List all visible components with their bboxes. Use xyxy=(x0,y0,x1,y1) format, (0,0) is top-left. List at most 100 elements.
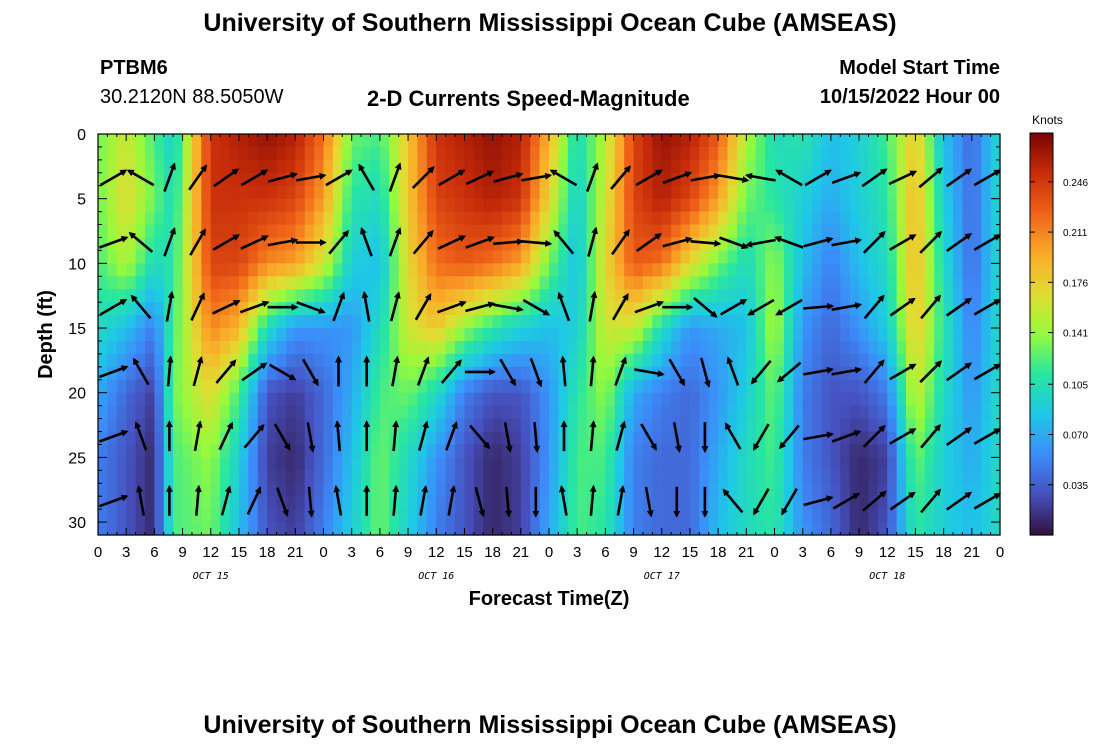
heatmap-cell xyxy=(323,224,334,239)
heatmap-cell xyxy=(323,340,334,355)
heatmap-cell xyxy=(511,496,522,510)
heatmap-cell xyxy=(126,250,137,264)
x-tick-label: 6 xyxy=(150,544,158,561)
heatmap-cell xyxy=(220,457,231,471)
heatmap-cell xyxy=(849,250,860,264)
heatmap-cell xyxy=(276,172,287,187)
heatmap-cell xyxy=(642,522,653,536)
heatmap-cell xyxy=(783,263,794,277)
heatmap-cell xyxy=(840,392,851,407)
heatmap-cell xyxy=(173,444,184,458)
heatmap-cell xyxy=(934,405,945,420)
heatmap-cell xyxy=(755,276,766,290)
colorbar-segment xyxy=(1030,474,1053,479)
heatmap-cell xyxy=(220,392,231,407)
heatmap-cell xyxy=(361,172,372,187)
heatmap-cell xyxy=(492,211,503,226)
heatmap-cell xyxy=(877,315,888,329)
heatmap-cell xyxy=(135,522,146,536)
heatmap-cell xyxy=(201,457,212,471)
heatmap-cell xyxy=(821,237,832,252)
heatmap-cell xyxy=(436,172,447,187)
heatmap-cell xyxy=(736,289,747,303)
heatmap-cell xyxy=(361,263,372,277)
heatmap-cell xyxy=(492,263,503,277)
heatmap-cell xyxy=(238,328,249,342)
heatmap-cell xyxy=(276,483,287,497)
x-tick-label: 15 xyxy=(456,544,473,561)
heatmap-cell xyxy=(144,276,155,290)
heatmap-cell xyxy=(126,483,137,497)
x-tick-label: 0 xyxy=(770,544,778,561)
heatmap-cell xyxy=(276,250,287,264)
heatmap-cell xyxy=(379,211,390,226)
heatmap-cell xyxy=(821,470,832,484)
current-vector-arrow xyxy=(585,162,599,192)
heatmap-cell xyxy=(990,315,1001,329)
heatmap-cell xyxy=(389,198,400,213)
heatmap-cell xyxy=(220,198,231,213)
heatmap-cell xyxy=(389,146,400,161)
heatmap-cell xyxy=(398,224,409,239)
heatmap-cell xyxy=(464,185,475,200)
colorbar-segment xyxy=(1030,270,1053,275)
heatmap-cell xyxy=(201,379,212,394)
heatmap-cell xyxy=(793,172,804,187)
heatmap-cell xyxy=(182,457,193,471)
heatmap-cell xyxy=(116,302,127,316)
heatmap-cell xyxy=(567,315,578,329)
colorbar-tick-label: 0.070 xyxy=(1063,431,1088,442)
heatmap-cell xyxy=(830,134,841,148)
heatmap-cell xyxy=(859,496,870,510)
heatmap-cell xyxy=(652,159,663,174)
heatmap-cell xyxy=(191,405,202,420)
heatmap-cell xyxy=(549,328,559,342)
heatmap-cell xyxy=(445,134,456,148)
heatmap-cell xyxy=(746,146,757,161)
heatmap-cell xyxy=(934,431,945,446)
heatmap-cell xyxy=(642,146,653,161)
heatmap-cell xyxy=(821,483,832,497)
colorbar-segment xyxy=(1030,250,1053,255)
heatmap-cell xyxy=(267,224,278,239)
heatmap-cell xyxy=(455,483,466,497)
heatmap-cell xyxy=(530,340,541,355)
heatmap-cell xyxy=(370,159,381,174)
heatmap-cell xyxy=(549,237,559,252)
heatmap-cell xyxy=(398,366,409,381)
heatmap-cell xyxy=(323,470,334,484)
heatmap-cell xyxy=(473,328,484,342)
heatmap-cell xyxy=(896,457,907,471)
heatmap-cell xyxy=(304,315,315,329)
heatmap-cell xyxy=(605,509,616,523)
heatmap-cell xyxy=(962,496,973,510)
heatmap-cell xyxy=(144,185,155,200)
heatmap-cell xyxy=(605,328,616,342)
colorbar-segment xyxy=(1030,193,1053,198)
heatmap-cell xyxy=(304,276,315,290)
heatmap-cell xyxy=(624,263,635,277)
heatmap-cell xyxy=(464,172,475,187)
heatmap-cell xyxy=(859,522,870,536)
heatmap-cell xyxy=(473,211,484,226)
heatmap-cell xyxy=(361,328,372,342)
heatmap-cell xyxy=(295,159,306,174)
heatmap-cell xyxy=(793,159,804,174)
heatmap-cell xyxy=(511,134,522,148)
heatmap-cell xyxy=(116,289,127,303)
heatmap-cell xyxy=(549,263,559,277)
heatmap-cell xyxy=(229,457,240,471)
heatmap-cell xyxy=(774,185,785,200)
heatmap-cell xyxy=(295,263,306,277)
heatmap-cell xyxy=(257,509,268,523)
heatmap-cell xyxy=(445,405,456,420)
heatmap-cell xyxy=(887,263,898,277)
heatmap-cell xyxy=(746,328,757,342)
current-vector-arrow xyxy=(945,427,973,446)
heatmap-cell xyxy=(868,405,879,420)
heatmap-cell xyxy=(342,392,353,407)
heatmap-cell xyxy=(398,263,409,277)
heatmap-cell xyxy=(971,379,982,394)
heatmap-cell xyxy=(652,146,663,161)
heatmap-cell xyxy=(549,366,559,381)
